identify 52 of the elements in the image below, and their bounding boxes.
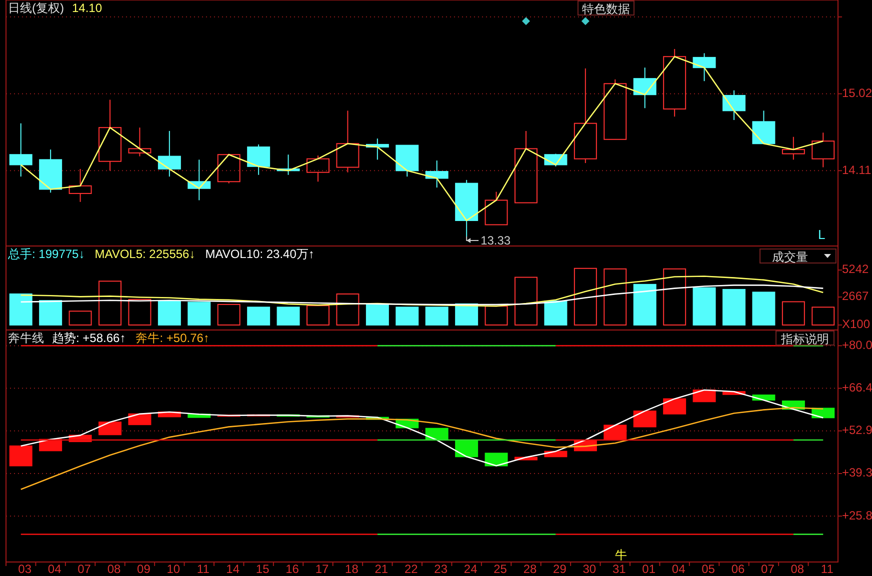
text: 总手: 199775↓: [7, 247, 85, 261]
x-tick-label: 11: [196, 562, 210, 576]
annotation: 牛: [615, 548, 627, 562]
y-tick-label: +25.8: [842, 508, 872, 522]
text: 趋势: +58.66↑: [52, 331, 126, 345]
x-tick-label: 11: [820, 562, 834, 576]
x-tick-label: 05: [702, 562, 716, 576]
y-tick-label: +80.0: [842, 338, 872, 352]
annotation: 特色数据: [582, 2, 630, 16]
x-tick-label: 16: [286, 562, 300, 576]
y-tick-label: 15.02: [842, 86, 872, 100]
y-tick-label: +52.9: [842, 423, 872, 438]
x-tick-label: 08: [107, 562, 121, 576]
x-tick-label: 04: [672, 562, 686, 576]
x-tick-label: 24: [464, 562, 478, 576]
x-tick-label: 03: [18, 562, 32, 576]
x-tick-label: 06: [731, 562, 745, 576]
y-tick-label: 5242: [842, 262, 870, 276]
text: MAVOL5: 225556↓: [94, 247, 196, 261]
x-tick-label: 22: [404, 562, 418, 576]
x-tick-label: 21: [374, 562, 388, 576]
y-tick-label: 14.11: [842, 162, 872, 177]
x-tick-label: 14: [226, 562, 240, 576]
x-tick-label: 08: [790, 562, 804, 576]
x-tick-label: 01: [642, 562, 656, 576]
x-tick-label: 04: [48, 562, 62, 576]
x-tick-label: 18: [345, 562, 359, 576]
y-tick-label: +39.3: [842, 466, 872, 480]
x-tick-label: 29: [553, 562, 567, 576]
annotation: 13.33: [480, 234, 511, 248]
y-tick-label: 2667: [842, 289, 870, 304]
x-tick-label: 25: [494, 562, 508, 576]
x-tick-label: 17: [315, 562, 329, 576]
annotation: 14.10: [72, 1, 102, 15]
x-tick-label: 09: [137, 562, 151, 576]
y-tick-label: X100: [842, 317, 870, 332]
x-tick-label: 10: [166, 562, 180, 576]
annotation: 成交量: [772, 250, 808, 264]
annotation: 指标说明: [780, 332, 829, 346]
x-tick-label: 15: [256, 562, 270, 576]
x-tick-label: 23: [434, 562, 448, 576]
text: 奔牛: +50.76↑: [136, 331, 210, 345]
chart-title: 奔牛线: [8, 331, 44, 345]
x-tick-label: 31: [612, 562, 626, 576]
annotation: L: [818, 227, 826, 242]
x-tick-label: 07: [78, 562, 92, 576]
x-tick-label: 30: [582, 562, 596, 576]
y-tick-label: +66.4: [842, 380, 872, 394]
x-tick-label: 28: [523, 562, 537, 576]
chart-title: 日线(复权): [8, 1, 64, 15]
x-tick-label: 07: [761, 562, 775, 576]
text: MAVOL10: 23.40万↑: [205, 247, 314, 261]
